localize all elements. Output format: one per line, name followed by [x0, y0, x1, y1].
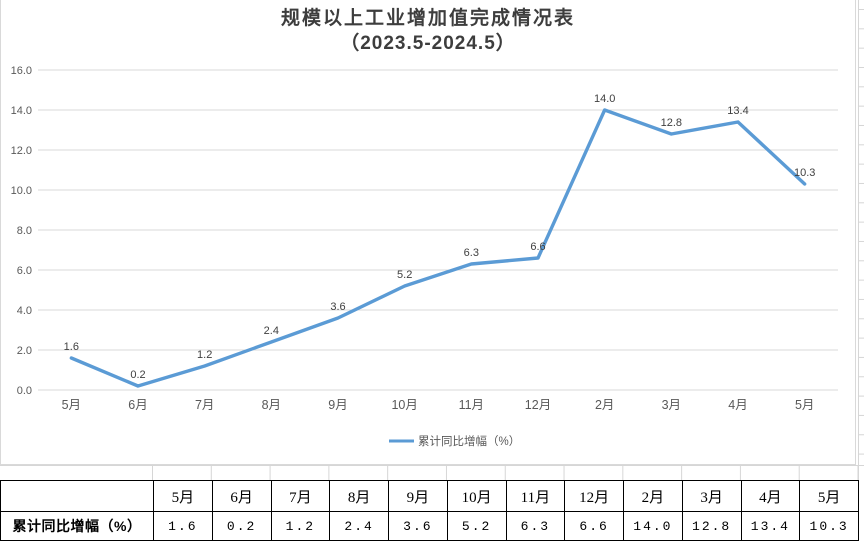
legend-label: 累计同比增幅（%）: [418, 434, 520, 448]
table-header-cell[interactable]: 8月: [329, 480, 389, 512]
table-header-cell[interactable]: 6月: [211, 480, 272, 512]
data-label: 13.4: [727, 105, 748, 117]
table-value-cell[interactable]: 6.6: [564, 511, 624, 541]
data-label: 3.6: [330, 301, 345, 313]
x-axis-tick-label: 6月: [128, 398, 147, 412]
x-axis-tick-label: 5月: [62, 398, 81, 412]
table-header-cell[interactable]: 5月: [799, 480, 859, 512]
y-axis-tick-label: 0.0: [17, 385, 32, 397]
y-axis-tick-label: 12.0: [11, 145, 32, 157]
x-axis-tick-label: 11月: [459, 398, 484, 412]
y-axis-tick-label: 4.0: [17, 305, 32, 317]
y-axis-tick-label: 10.0: [11, 185, 32, 197]
data-label: 6.6: [530, 241, 545, 253]
table-value-cell[interactable]: 5.2: [446, 511, 507, 541]
table-header-cell[interactable]: 4月: [740, 480, 801, 512]
table-value-cell[interactable]: 3.6: [388, 511, 448, 541]
x-axis-tick-label: 4月: [728, 398, 747, 412]
x-axis-tick-label: 7月: [195, 398, 214, 412]
table-value-cell[interactable]: 1.2: [270, 511, 331, 541]
chart-title-line2: （2023.5-2024.5）: [340, 33, 516, 54]
x-axis-tick-label: 3月: [662, 398, 681, 412]
table-header-cell[interactable]: 12月: [564, 480, 624, 512]
data-label: 5.2: [397, 269, 412, 281]
chart-title-line1: 规模以上工业增加值完成情况表: [280, 8, 575, 29]
y-axis-tick-label: 8.0: [17, 225, 32, 237]
table-header-cell[interactable]: 10月: [446, 480, 507, 512]
data-label: 6.3: [464, 247, 479, 259]
table-row-label-cell[interactable]: 累计同比增幅（%）: [0, 511, 154, 541]
legend[interactable]: 累计同比增幅（%）: [389, 434, 520, 448]
table-header-cell[interactable]: 7月: [270, 480, 331, 512]
table-header-cell[interactable]: 5月: [153, 480, 213, 512]
y-axis-tick-label: 2.0: [17, 345, 32, 357]
table-value-cell[interactable]: 6.3: [505, 511, 566, 541]
x-axis-tick-label: 5月: [795, 398, 814, 412]
table-header-cell[interactable]: 11月: [505, 480, 566, 512]
table-header-cell[interactable]: 3月: [681, 480, 742, 512]
y-axis-tick-label: 6.0: [17, 265, 32, 277]
table-value-cell[interactable]: 14.0: [623, 511, 683, 541]
series-line[interactable]: [69, 108, 807, 388]
table-value-row: 累计同比增幅（%） 1.6 0.2 1.2 2.4 3.6 5.2 6.3 6.6 14.0 12…: [0, 511, 859, 541]
x-axis-tick-label: 10月: [391, 398, 417, 412]
table-value-cell[interactable]: 13.4: [740, 511, 801, 541]
table-value-cell[interactable]: 12.8: [681, 511, 742, 541]
line-chart-object[interactable]: 规模以上工业增加值完成情况表 （2023.5-2024.5） 0.0 2.0 4.0…: [0, 0, 856, 465]
table-value-cell[interactable]: 1.6: [153, 511, 213, 541]
table-corner-cell[interactable]: [0, 480, 154, 512]
table-header-cell[interactable]: 2月: [623, 480, 683, 512]
data-table: 5月 6月 7月 8月 9月 10月 11月 12月 2月 3月 4月 5月 累计同比增幅（%） 1.…: [0, 480, 859, 541]
data-label: 1.2: [197, 349, 212, 361]
line-chart-plot: 0.0 2.0 4.0 6.0 8.0 10.0 12.0 14.0 16.0 5月 6月 7月 8月 9…: [11, 65, 838, 448]
table-value-cell[interactable]: 2.4: [329, 511, 389, 541]
table-value-cell[interactable]: 0.2: [211, 511, 272, 541]
y-axis-tick-label: 16.0: [11, 65, 32, 77]
data-label: 12.8: [661, 117, 682, 129]
x-axis-tick-label: 12月: [525, 398, 551, 412]
x-axis-tick-label: 2月: [595, 398, 614, 412]
table-header-row: 5月 6月 7月 8月 9月 10月 11月 12月 2月 3月 4月 5月: [0, 480, 859, 512]
x-axis-tick-label: 9月: [328, 398, 347, 412]
table-header-cell[interactable]: 9月: [388, 480, 448, 512]
x-axis-tick-label: 8月: [262, 398, 281, 412]
data-label: 2.4: [264, 325, 279, 337]
data-label: 0.2: [130, 369, 145, 381]
data-label: 14.0: [594, 93, 615, 105]
data-label: 1.6: [64, 341, 79, 353]
y-axis-tick-label: 14.0: [11, 105, 32, 117]
chart-title: 规模以上工业增加值完成情况表 （2023.5-2024.5）: [1, 6, 855, 56]
data-label: 10.3: [794, 167, 815, 179]
table-value-cell[interactable]: 10.3: [799, 511, 859, 541]
